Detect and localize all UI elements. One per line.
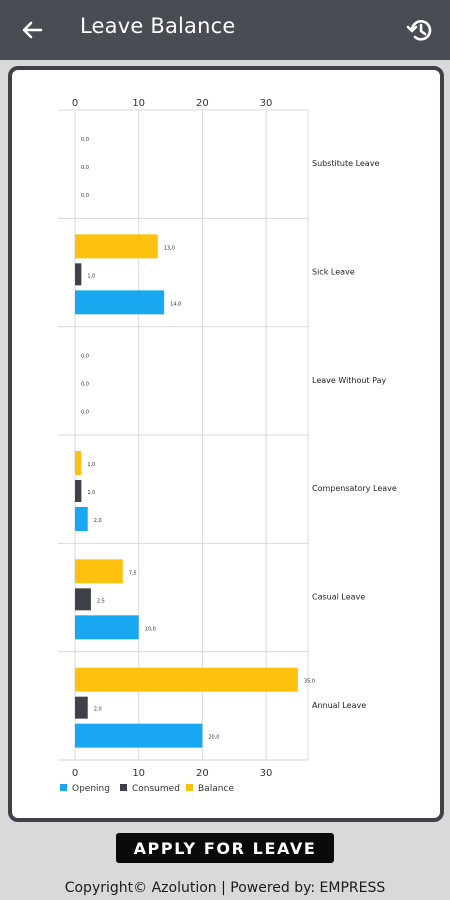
app-bar: Leave Balance bbox=[0, 0, 450, 60]
data-label-consumed: 1,0 bbox=[87, 490, 95, 496]
legend-label-opening: Opening bbox=[72, 784, 110, 794]
data-label-balance: 7,5 bbox=[129, 570, 137, 576]
data-label-opening: 0,0 bbox=[81, 193, 89, 199]
data-label-opening: 0,0 bbox=[81, 410, 89, 416]
bar-consumed bbox=[75, 263, 82, 286]
bar-opening bbox=[75, 507, 88, 531]
bar-balance bbox=[75, 667, 298, 692]
data-label-opening: 2,0 bbox=[94, 518, 102, 524]
chart-card: 0 0 10 10 20 20 30 30 0,0 0,0 0,0 Substitute Leave 1… bbox=[8, 66, 444, 822]
page-title: Leave Balance bbox=[80, 14, 236, 38]
history-icon bbox=[406, 20, 432, 41]
legend-label-consumed: Consumed bbox=[132, 784, 180, 794]
x-tick-label-bottom: 30 bbox=[260, 768, 273, 779]
legend-label-balance: Balance bbox=[198, 784, 234, 794]
data-label-balance: 13,0 bbox=[164, 245, 175, 251]
apply-for-leave-button[interactable]: APPLY FOR LEAVE bbox=[116, 833, 334, 863]
x-tick-label-top: 30 bbox=[260, 98, 273, 109]
category-label: Leave Without Pay bbox=[312, 376, 387, 385]
x-tick-label-bottom: 10 bbox=[132, 768, 145, 779]
arrow-left-icon bbox=[22, 21, 43, 39]
back-button[interactable] bbox=[14, 12, 50, 48]
bar-consumed bbox=[75, 588, 91, 611]
data-label-consumed: 0,0 bbox=[81, 165, 89, 171]
legend-swatch-consumed bbox=[120, 784, 127, 791]
data-label-consumed: 0,0 bbox=[81, 382, 89, 388]
bar-balance bbox=[75, 451, 82, 475]
category-label: Compensatory Leave bbox=[312, 484, 397, 493]
bar-opening bbox=[75, 290, 165, 315]
category-label: Annual Leave bbox=[312, 701, 366, 710]
data-label-balance: 35,0 bbox=[304, 679, 315, 685]
data-label-opening: 10,0 bbox=[145, 626, 156, 632]
legend-swatch-balance bbox=[186, 784, 193, 791]
data-label-consumed: 2,5 bbox=[97, 598, 105, 604]
category-label: Substitute Leave bbox=[312, 159, 379, 168]
bar-opening bbox=[75, 615, 139, 640]
category-label: Sick Leave bbox=[312, 268, 355, 277]
data-label-balance: 1,0 bbox=[87, 462, 95, 468]
bar-balance bbox=[75, 234, 158, 259]
x-tick-label-bottom: 0 bbox=[72, 768, 78, 779]
bar-opening bbox=[75, 723, 203, 748]
x-tick-label-bottom: 20 bbox=[196, 768, 209, 779]
data-label-balance: 0,0 bbox=[81, 354, 89, 360]
legend-swatch-opening bbox=[60, 784, 67, 791]
bar-consumed bbox=[75, 696, 88, 719]
x-tick-label-top: 20 bbox=[196, 98, 209, 109]
bar-balance bbox=[75, 559, 123, 584]
x-tick-label-top: 0 bbox=[72, 98, 78, 109]
x-tick-label-top: 10 bbox=[132, 98, 145, 109]
data-label-opening: 20,0 bbox=[208, 735, 219, 741]
leave-balance-chart: 0 0 10 10 20 20 30 30 0,0 0,0 0,0 Substitute Leave 1… bbox=[58, 98, 397, 794]
footer-copyright: Copyright© Azolution | Powered by: EMPRE… bbox=[64, 880, 386, 896]
history-button[interactable] bbox=[402, 12, 438, 48]
category-label: Casual Leave bbox=[312, 593, 365, 602]
data-label-opening: 14,0 bbox=[170, 301, 181, 307]
data-label-consumed: 2,0 bbox=[94, 707, 102, 713]
bar-consumed bbox=[75, 480, 82, 502]
data-label-balance: 0,0 bbox=[81, 137, 89, 143]
data-label-consumed: 1,0 bbox=[87, 273, 95, 279]
